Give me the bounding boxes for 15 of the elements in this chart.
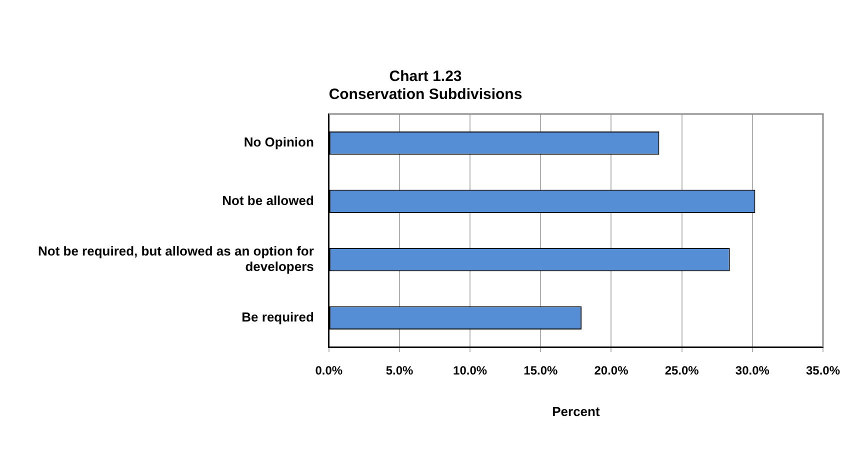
y-tick-label: Not be allowed — [222, 192, 314, 208]
text: Conservation Subdivisions — [328, 86, 522, 104]
x-tick-label: 15.0% — [524, 364, 558, 378]
x-tick-label: 35.0% — [806, 364, 840, 378]
y-tick-label: Not be required, but allowed as an option for developers — [38, 243, 314, 274]
x-tick-label: 10.0% — [453, 364, 488, 378]
y-tick-label: No Opinion — [244, 134, 314, 150]
x-tick-label: 30.0% — [735, 364, 770, 378]
text: Chart 1.23 — [389, 68, 462, 86]
x-tick-label: 20.0% — [594, 364, 629, 378]
x-tick-label: 25.0% — [664, 364, 700, 378]
x-tick-label: 5.0% — [386, 364, 414, 378]
x-tick-label: 0.0% — [315, 364, 343, 378]
x-axis-title: Percent — [552, 404, 600, 419]
y-tick-label: Be required — [242, 309, 314, 324]
